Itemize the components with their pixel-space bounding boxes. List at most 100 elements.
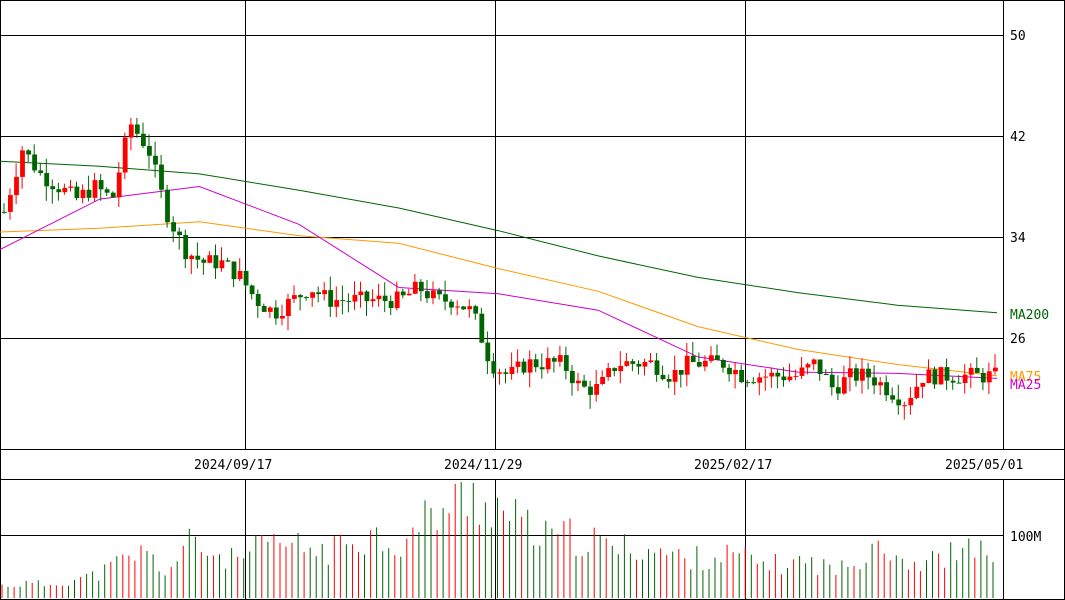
- candle-body: [854, 368, 859, 381]
- candle-body: [141, 133, 146, 147]
- candle-body: [709, 355, 714, 361]
- candle-body: [38, 170, 44, 173]
- candle-body: [678, 370, 684, 375]
- candle-body: [431, 290, 436, 299]
- candle-body: [207, 255, 213, 263]
- candle-body: [727, 367, 732, 375]
- candle-body: [582, 380, 587, 387]
- candle-body: [467, 306, 473, 310]
- candle-body: [195, 255, 201, 260]
- candle-body: [866, 368, 871, 378]
- x-tick-label: 2025/02/17: [694, 458, 772, 473]
- candle-body: [346, 300, 352, 302]
- candle-body: [962, 374, 968, 383]
- candle-body: [660, 374, 666, 380]
- candle-body: [835, 387, 841, 394]
- candle-body: [491, 361, 497, 374]
- candle-body: [328, 290, 334, 307]
- candle-body: [817, 359, 823, 374]
- candle-body: [485, 342, 491, 362]
- candle-body: [364, 291, 370, 302]
- candle-body: [280, 316, 285, 319]
- candle-body: [612, 368, 618, 371]
- candle-body: [56, 189, 62, 193]
- candle-body: [340, 300, 346, 302]
- candle-body: [261, 306, 267, 312]
- candle-body: [847, 368, 853, 378]
- candle-body: [781, 376, 787, 381]
- candle-body: [666, 379, 672, 382]
- candle-body: [122, 137, 128, 173]
- candle-body: [769, 372, 775, 377]
- candle-body: [334, 300, 340, 307]
- candle-body: [74, 186, 80, 198]
- candle-body: [116, 172, 122, 198]
- candle-body: [189, 255, 195, 260]
- candle-body: [249, 285, 255, 295]
- candle-body: [92, 180, 98, 198]
- candle-body: [165, 189, 170, 223]
- ma-line-ma75: [0, 221, 998, 377]
- candle-body: [721, 360, 726, 368]
- candle-body: [394, 291, 400, 309]
- candle-body: [600, 377, 605, 384]
- candle-body: [908, 398, 914, 406]
- candle-body: [8, 195, 13, 212]
- candle-body: [624, 361, 630, 366]
- candle-body: [980, 372, 986, 383]
- candle-body: [588, 386, 593, 395]
- candle-body: [648, 360, 654, 362]
- candle-body: [974, 367, 980, 373]
- candle-body: [418, 281, 424, 292]
- y-tick-label: 34: [1010, 231, 1026, 246]
- candle-body: [654, 360, 660, 375]
- candle-body: [551, 358, 557, 362]
- candle-body: [2, 211, 7, 213]
- candle-body: [521, 361, 527, 373]
- candle-body: [968, 367, 974, 375]
- candle-body: [104, 189, 110, 193]
- candle-body: [370, 299, 376, 302]
- candle-body: [201, 259, 207, 263]
- candle-body: [841, 377, 847, 394]
- candle-body: [926, 369, 932, 383]
- candle-body: [225, 260, 231, 262]
- candle-body: [443, 294, 448, 302]
- candle-body: [986, 371, 992, 383]
- candle-body: [606, 368, 611, 377]
- candle-body: [545, 358, 551, 370]
- candle-body: [376, 295, 382, 300]
- candle-body: [733, 370, 738, 375]
- candle-body: [20, 150, 25, 177]
- candle-body: [231, 261, 237, 280]
- candle-body: [757, 377, 763, 383]
- candle-body: [388, 301, 394, 308]
- candle-body: [594, 384, 599, 395]
- ma75-label: MA75: [1010, 370, 1041, 385]
- candle-body: [98, 180, 104, 190]
- candle-body: [358, 291, 364, 296]
- candle-body: [243, 271, 249, 286]
- candle-body: [50, 186, 56, 190]
- candle-body: [316, 292, 321, 295]
- candle-body: [527, 359, 533, 373]
- candle-body: [684, 355, 690, 375]
- candle-body: [62, 187, 68, 193]
- candle-body: [455, 306, 460, 308]
- candle-body: [134, 124, 140, 134]
- y-tick-label: 42: [1010, 130, 1026, 145]
- candle-body: [563, 355, 569, 371]
- x-tick-label: 2025/05/01: [945, 458, 1023, 473]
- candle-body: [823, 374, 829, 375]
- candle-body: [932, 369, 938, 385]
- candle-body: [715, 355, 720, 360]
- candle-body: [636, 363, 642, 367]
- candle-body: [696, 362, 702, 367]
- candle-body: [787, 376, 793, 381]
- candle-body: [950, 380, 956, 383]
- candle-body: [872, 377, 877, 386]
- candle-body: [878, 382, 883, 386]
- candle-body: [751, 382, 757, 384]
- candle-body: [406, 293, 412, 296]
